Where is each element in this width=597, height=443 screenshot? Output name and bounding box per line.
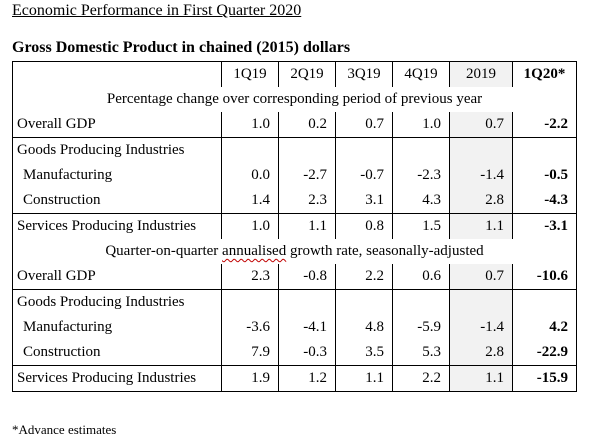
column-header: 1Q19 <box>221 61 279 87</box>
cell: -15.9 <box>512 365 577 392</box>
table-row: Services Producing Industries 1.9 1.2 1.… <box>12 365 577 392</box>
cell: 5.3 <box>392 340 450 366</box>
column-header: 3Q19 <box>335 61 393 87</box>
cell <box>278 137 336 163</box>
header-blank-cell <box>12 61 222 87</box>
cell: 2.2 <box>392 365 450 392</box>
cell: 0.7 <box>335 112 393 138</box>
row-label: Overall GDP <box>12 264 222 290</box>
cell: 1.4 <box>221 188 279 214</box>
cell: 7.9 <box>221 340 279 366</box>
section-heading-row: Quarter-on-quarter annualised growth rat… <box>12 239 577 264</box>
cell: -22.9 <box>512 340 577 366</box>
cell <box>512 137 577 163</box>
cell <box>221 137 279 163</box>
cell: -2.3 <box>392 163 450 188</box>
cell: 3.1 <box>335 188 393 214</box>
cell: 2.3 <box>221 264 279 290</box>
cell: -1.4 <box>449 163 513 188</box>
cell: -0.7 <box>335 163 393 188</box>
cell: 2.3 <box>278 188 336 214</box>
section-heading: Quarter-on-quarter annualised growth rat… <box>12 239 577 264</box>
cell: -0.3 <box>278 340 336 366</box>
row-label: Construction <box>12 340 222 366</box>
cell: -2.7 <box>278 163 336 188</box>
table-row: Manufacturing -3.6 -4.1 4.8 -5.9 -1.4 4.… <box>12 315 577 340</box>
cell: -5.9 <box>392 315 450 340</box>
cell <box>278 289 336 315</box>
row-label: Goods Producing Industries <box>12 289 222 315</box>
table-row: Construction 1.4 2.3 3.1 4.3 2.8 -4.3 <box>12 188 577 214</box>
cell: 1.1 <box>449 365 513 392</box>
cell <box>335 137 393 163</box>
cell: 0.7 <box>449 264 513 290</box>
cell <box>335 289 393 315</box>
cell: 2.2 <box>335 264 393 290</box>
cell: 1.1 <box>278 213 336 239</box>
cell <box>449 289 513 315</box>
cell: 4.8 <box>335 315 393 340</box>
cell: 2.8 <box>449 188 513 214</box>
page-title: Economic Performance in First Quarter 20… <box>12 2 302 19</box>
cell: -3.6 <box>221 315 279 340</box>
row-label: Goods Producing Industries <box>12 137 222 163</box>
column-header: 2019 <box>449 61 513 87</box>
cell: 1.2 <box>278 365 336 392</box>
table-title: Gross Domestic Product in chained (2015)… <box>12 39 351 56</box>
row-label: Overall GDP <box>12 112 222 138</box>
column-header: 4Q19 <box>392 61 450 87</box>
section-heading: Percentage change over corresponding per… <box>12 87 577 112</box>
header-row: 1Q19 2Q19 3Q19 4Q19 2019 1Q20* <box>12 61 577 87</box>
cell: 3.5 <box>335 340 393 366</box>
cell: -0.8 <box>278 264 336 290</box>
section-heading-part: growth rate, seasonally-adjusted <box>286 243 484 259</box>
cell: -2.2 <box>512 112 577 138</box>
cell: -4.1 <box>278 315 336 340</box>
cell: 0.8 <box>335 213 393 239</box>
cell <box>221 289 279 315</box>
table-row: Goods Producing Industries <box>12 137 577 163</box>
cell: 4.3 <box>392 188 450 214</box>
table-row: Goods Producing Industries <box>12 289 577 315</box>
row-label: Manufacturing <box>12 315 222 340</box>
gdp-table: 1Q19 2Q19 3Q19 4Q19 2019 1Q20* Percentag… <box>12 61 577 392</box>
cell <box>449 137 513 163</box>
table-row: Overall GDP 2.3 -0.8 2.2 0.6 0.7 -10.6 <box>12 264 577 290</box>
row-label: Services Producing Industries <box>12 213 222 239</box>
table-row: Services Producing Industries 1.0 1.1 0.… <box>12 213 577 239</box>
section-heading-part: Quarter-on-quarter <box>105 243 223 259</box>
cell: 1.5 <box>392 213 450 239</box>
cell: 1.0 <box>221 112 279 138</box>
cell: 1.0 <box>392 112 450 138</box>
section-heading-row: Percentage change over corresponding per… <box>12 87 577 112</box>
cell: -1.4 <box>449 315 513 340</box>
cell: 0.7 <box>449 112 513 138</box>
cell: -4.3 <box>512 188 577 214</box>
section-heading-part: annualised <box>222 243 287 259</box>
cell: -3.1 <box>512 213 577 239</box>
cell: 4.2 <box>512 315 577 340</box>
row-label: Manufacturing <box>12 163 222 188</box>
cell: 0.2 <box>278 112 336 138</box>
cell: 0.0 <box>221 163 279 188</box>
column-header: 2Q19 <box>278 61 336 87</box>
cell: -10.6 <box>512 264 577 290</box>
footnote: *Advance estimates <box>12 422 117 437</box>
cell: 1.1 <box>335 365 393 392</box>
row-label: Services Producing Industries <box>12 365 222 392</box>
cell <box>392 289 450 315</box>
cell: -0.5 <box>512 163 577 188</box>
table-row: Construction 7.9 -0.3 3.5 5.3 2.8 -22.9 <box>12 340 577 366</box>
cell <box>512 289 577 315</box>
cell: 2.8 <box>449 340 513 366</box>
table-row: Manufacturing 0.0 -2.7 -0.7 -2.3 -1.4 -0… <box>12 163 577 188</box>
cell: 1.0 <box>221 213 279 239</box>
cell: 1.9 <box>221 365 279 392</box>
table-row: Overall GDP 1.0 0.2 0.7 1.0 0.7 -2.2 <box>12 112 577 138</box>
cell <box>392 137 450 163</box>
cell: 0.6 <box>392 264 450 290</box>
cell: 1.1 <box>449 213 513 239</box>
column-header: 1Q20* <box>512 61 577 87</box>
row-label: Construction <box>12 188 222 214</box>
